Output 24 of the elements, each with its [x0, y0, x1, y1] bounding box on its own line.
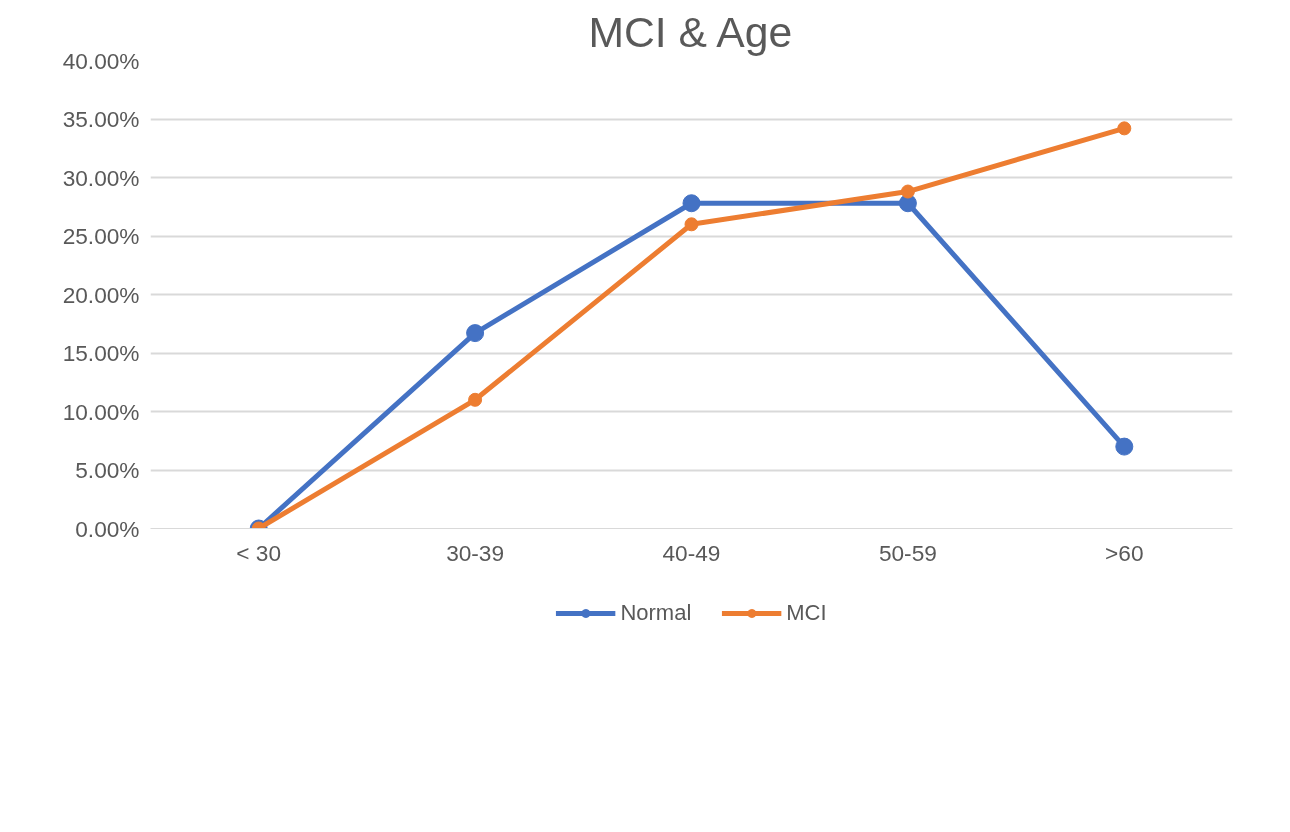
- point: [1117, 121, 1132, 136]
- y-tick-label: 20.00%: [62, 281, 140, 308]
- y-tick-label: 30.00%: [62, 164, 140, 191]
- point: [684, 217, 699, 232]
- point: [900, 184, 915, 199]
- x-tick-label: >60: [1105, 539, 1144, 566]
- point: [468, 392, 483, 407]
- chart-title: MCI & Age: [588, 7, 793, 56]
- y-tick-label: 40.00%: [62, 47, 140, 74]
- y-tick-label: 5.00%: [75, 457, 140, 483]
- x-tick-label: 40-49: [662, 539, 721, 566]
- x-tick-label: 30-39: [446, 539, 505, 566]
- point: [466, 324, 485, 343]
- y-tick-label: 15.00%: [62, 340, 140, 366]
- y-tick-label: 35.00%: [62, 106, 140, 132]
- x-tick-label: 50-59: [878, 539, 937, 566]
- legend-label: MCI: [786, 600, 827, 626]
- x-tick-label: < 30: [236, 539, 282, 566]
- legend-label: Normal: [620, 600, 692, 626]
- point: [1115, 437, 1134, 456]
- y-tick-label: 10.00%: [62, 398, 140, 425]
- point: [682, 194, 701, 213]
- y-tick-label: 0.00%: [75, 515, 140, 542]
- y-tick-label: 25.00%: [62, 223, 140, 249]
